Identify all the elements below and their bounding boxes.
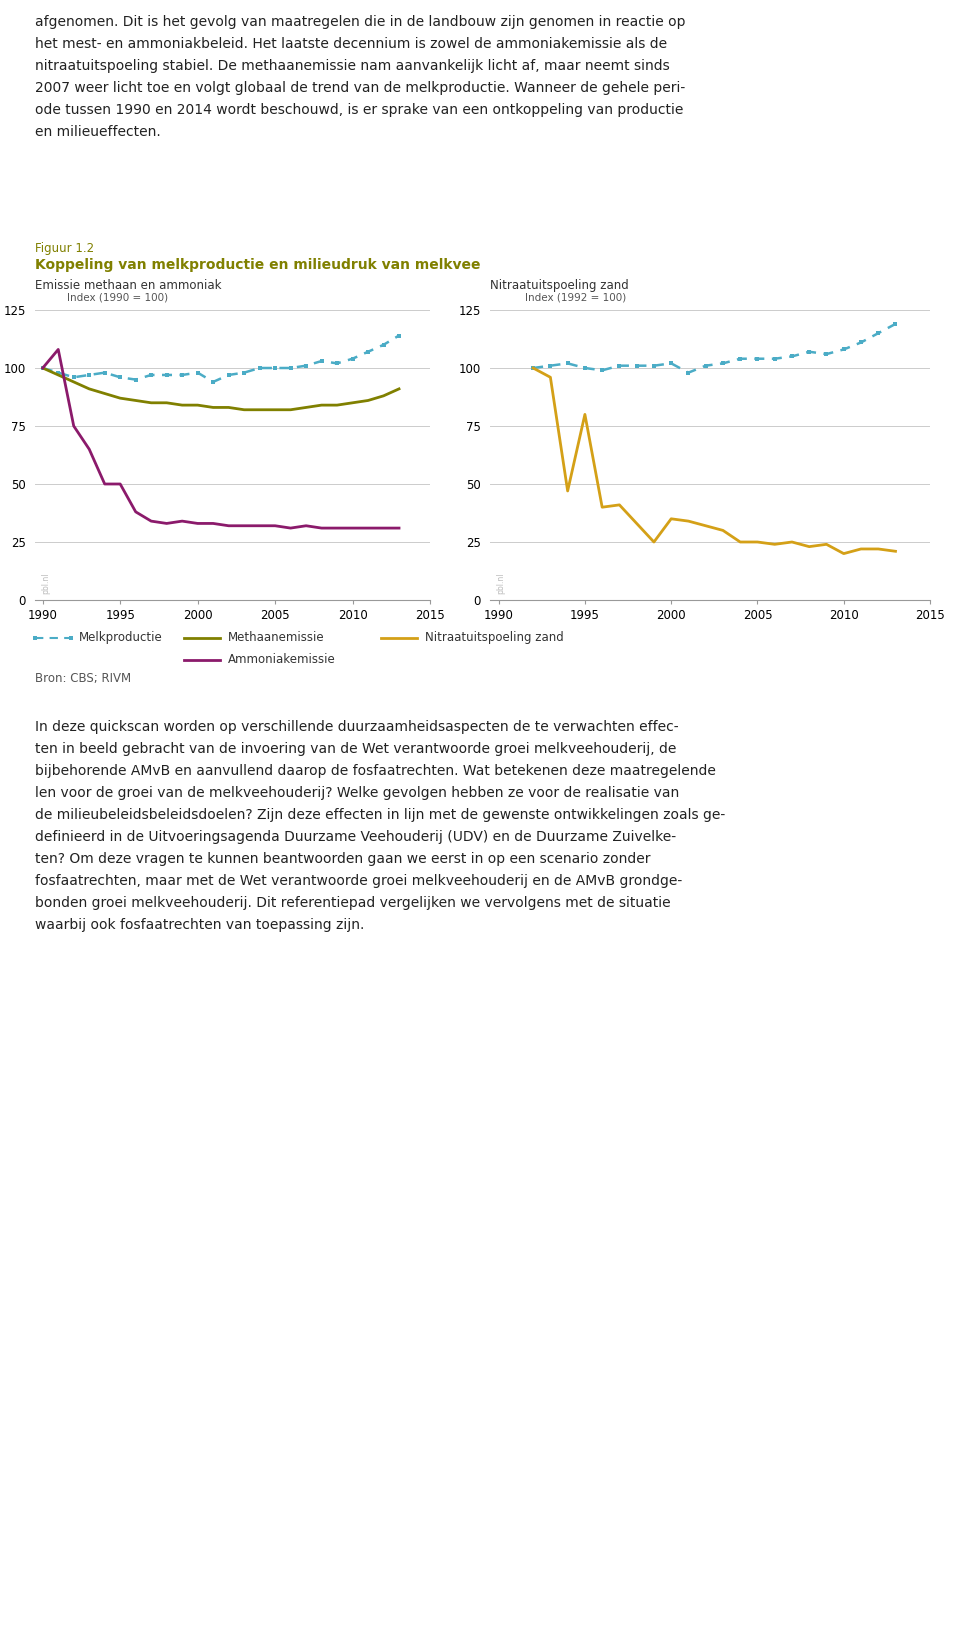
Text: ten? Om deze vragen te kunnen beantwoorden gaan we eerst in op een scenario zond: ten? Om deze vragen te kunnen beantwoord… [35,851,651,866]
Text: bijbehorende AMvB en aanvullend daarop de fosfaatrechten. Wat betekenen deze maa: bijbehorende AMvB en aanvullend daarop d… [35,764,716,777]
Text: Melkproductie: Melkproductie [79,631,163,644]
Text: Koppeling van melkproductie en milieudruk van melkvee: Koppeling van melkproductie en milieudru… [35,259,481,272]
Text: 2007 weer licht toe en volgt globaal de trend van de melkproductie. Wanneer de g: 2007 weer licht toe en volgt globaal de … [35,81,685,96]
Text: pbl.nl: pbl.nl [41,573,50,595]
Text: ten in beeld gebracht van de invoering van de Wet verantwoorde groei melkveehoud: ten in beeld gebracht van de invoering v… [35,743,677,756]
Text: Bron: CBS; RIVM: Bron: CBS; RIVM [35,672,132,685]
Text: ode tussen 1990 en 2014 wordt beschouwd, is er sprake van een ontkoppeling van p: ode tussen 1990 en 2014 wordt beschouwd,… [35,104,684,117]
Text: bonden groei melkveehouderij. Dit referentiepad vergelijken we vervolgens met de: bonden groei melkveehouderij. Dit refere… [35,896,671,911]
Text: en milieueffecten.: en milieueffecten. [35,125,160,138]
Text: Emissie methaan en ammoniak: Emissie methaan en ammoniak [35,278,222,292]
Text: waarbij ook fosfaatrechten van toepassing zijn.: waarbij ook fosfaatrechten van toepassin… [35,917,365,932]
Text: afgenomen. Dit is het gevolg van maatregelen die in de landbouw zijn genomen in : afgenomen. Dit is het gevolg van maatreg… [35,15,685,30]
Text: Nitraatuitspoeling zand: Nitraatuitspoeling zand [424,631,564,644]
Text: nitraatuitspoeling stabiel. De methaanemissie nam aanvankelijk licht af, maar ne: nitraatuitspoeling stabiel. De methaanem… [35,59,670,72]
Text: Methaanemissie: Methaanemissie [228,631,324,644]
Text: Index (1992 = 100): Index (1992 = 100) [525,293,627,303]
Text: de milieubeleidsbeleidsdoelen? Zijn deze effecten in lijn met de gewenste ontwik: de milieubeleidsbeleidsdoelen? Zijn deze… [35,809,725,822]
Text: definieerd in de Uitvoeringsagenda Duurzame Veehouderij (UDV) en de Duurzame Zui: definieerd in de Uitvoeringsagenda Duurz… [35,830,676,843]
Text: Index (1990 = 100): Index (1990 = 100) [66,293,168,303]
Text: In deze quickscan worden op verschillende duurzaamheidsaspecten de te verwachten: In deze quickscan worden op verschillend… [35,720,679,735]
Text: len voor de groei van de melkveehouderij? Welke gevolgen hebben ze voor de reali: len voor de groei van de melkveehouderij… [35,786,680,800]
Text: pbl.nl: pbl.nl [496,573,506,595]
Text: Nitraatuitspoeling zand: Nitraatuitspoeling zand [490,278,629,292]
Text: het mest- en ammoniakbeleid. Het laatste decennium is zowel de ammoniakemissie a: het mest- en ammoniakbeleid. Het laatste… [35,36,667,51]
Text: fosfaatrechten, maar met de Wet verantwoorde groei melkveehouderij en de AMvB gr: fosfaatrechten, maar met de Wet verantwo… [35,875,683,888]
Text: Ammoniakemissie: Ammoniakemissie [228,654,336,667]
Text: Figuur 1.2: Figuur 1.2 [35,242,94,255]
